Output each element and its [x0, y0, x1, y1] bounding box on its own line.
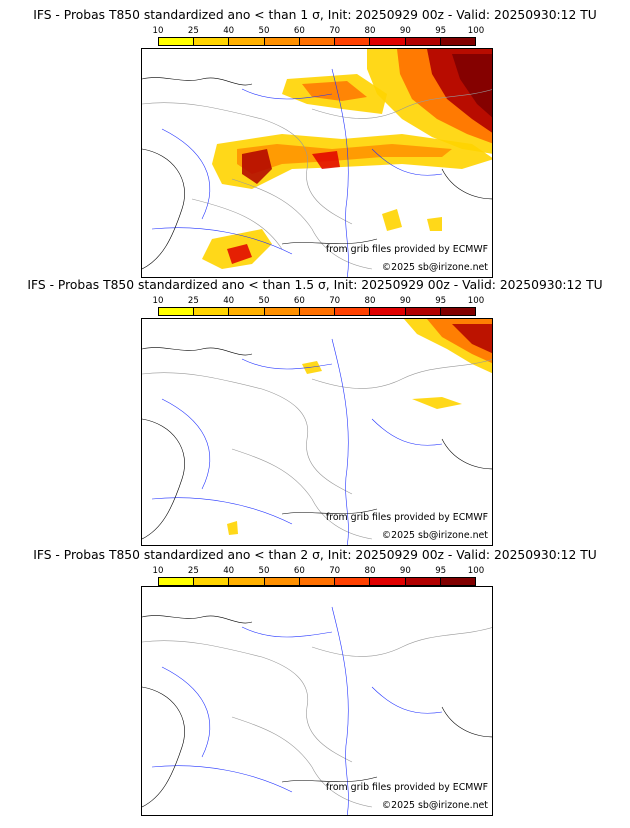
borders-and-rivers	[142, 338, 492, 545]
colorbar-segment	[263, 38, 299, 45]
colorbar-segment	[369, 578, 405, 585]
colorbar-tick-label: 80	[364, 566, 376, 576]
panel-3: IFS - Probas T850 standardized ano < tha…	[0, 548, 630, 818]
colorbar-tick-label: 25	[187, 566, 199, 576]
colorbar-tick-label: 70	[329, 26, 341, 36]
colorbar-segment	[439, 308, 475, 315]
colorbar-scale	[158, 307, 476, 316]
colorbar-segment	[334, 308, 370, 315]
colorbar-tick-label: 95	[435, 296, 447, 306]
colorbar-segment	[298, 38, 335, 45]
colorbar-segment	[369, 308, 405, 315]
map-canvas	[142, 606, 492, 815]
colorbar: 10 25 40 50 60 70 80 90 95 100	[153, 566, 485, 588]
data-source-credit: from grib files provided by ECMWF	[325, 244, 488, 255]
probability-field	[202, 49, 492, 269]
colorbar-tick-label: 80	[364, 26, 376, 36]
colorbar-tick-label: 70	[329, 296, 341, 306]
colorbar-tick-label: 25	[187, 296, 199, 306]
colorbar-tick-label: 10	[152, 26, 164, 36]
data-source-credit: from grib files provided by ECMWF	[325, 782, 488, 793]
colorbar-segment	[404, 308, 440, 315]
panel-title: IFS - Probas T850 standardized ano < tha…	[33, 8, 597, 22]
map-canvas	[142, 49, 492, 277]
colorbar-tick-label: 100	[467, 26, 485, 36]
colorbar-segment	[263, 308, 299, 315]
colorbar-scale	[158, 577, 476, 586]
data-source-credit: from grib files provided by ECMWF	[325, 512, 488, 523]
colorbar-tick-label: 95	[435, 566, 447, 576]
colorbar-tick-label: 100	[467, 296, 485, 306]
colorbar-tick-label: 40	[223, 566, 235, 576]
colorbar-segment	[334, 578, 370, 585]
colorbar-segment	[159, 578, 194, 585]
colorbar-segment	[263, 578, 299, 585]
probability-map: from grib files provided by ECMWF ©2025 …	[141, 48, 493, 278]
copyright-credit: ©2025 sb@irizone.net	[381, 262, 488, 273]
colorbar-segment	[228, 38, 264, 45]
colorbar-segment	[159, 308, 194, 315]
probability-field	[227, 319, 492, 535]
colorbar-segment	[404, 38, 440, 45]
copyright-credit: ©2025 sb@irizone.net	[381, 530, 488, 541]
colorbar-tick-label: 95	[435, 26, 447, 36]
borders-and-rivers	[142, 606, 492, 815]
probability-map: from grib files provided by ECMWF ©2025 …	[141, 586, 493, 816]
colorbar-segment	[334, 38, 370, 45]
colorbar-segment	[298, 578, 335, 585]
probability-map: from grib files provided by ECMWF ©2025 …	[141, 318, 493, 546]
colorbar-tick-label: 10	[152, 566, 164, 576]
colorbar-segment	[159, 38, 194, 45]
colorbar-scale	[158, 37, 476, 46]
colorbar-segment	[193, 38, 229, 45]
colorbar-tick-label: 40	[223, 26, 235, 36]
panel-title: IFS - Probas T850 standardized ano < tha…	[33, 548, 597, 562]
colorbar: 10 25 40 50 60 70 80 90 95 100	[153, 296, 485, 318]
colorbar-tick-label: 60	[293, 566, 305, 576]
colorbar-ticks: 10 25 40 50 60 70 80 90 95 100	[153, 26, 485, 36]
colorbar-segment	[404, 578, 440, 585]
colorbar-segment	[228, 308, 264, 315]
colorbar-tick-label: 100	[467, 566, 485, 576]
colorbar: 10 25 40 50 60 70 80 90 95 100	[153, 26, 485, 48]
colorbar-segment	[228, 578, 264, 585]
colorbar-tick-label: 80	[364, 296, 376, 306]
map-canvas	[142, 319, 492, 545]
colorbar-tick-label: 70	[329, 566, 341, 576]
colorbar-segment	[193, 308, 229, 315]
colorbar-tick-label: 90	[399, 26, 411, 36]
colorbar-tick-label: 10	[152, 296, 164, 306]
colorbar-tick-label: 40	[223, 296, 235, 306]
colorbar-segment	[369, 38, 405, 45]
colorbar-tick-label: 90	[399, 296, 411, 306]
colorbar-segment	[193, 578, 229, 585]
colorbar-segment	[298, 308, 335, 315]
colorbar-tick-label: 50	[258, 566, 270, 576]
colorbar-ticks: 10 25 40 50 60 70 80 90 95 100	[153, 296, 485, 306]
copyright-credit: ©2025 sb@irizone.net	[381, 800, 488, 811]
colorbar-tick-label: 50	[258, 296, 270, 306]
colorbar-segment	[439, 38, 475, 45]
colorbar-ticks: 10 25 40 50 60 70 80 90 95 100	[153, 566, 485, 576]
panel-2: IFS - Probas T850 standardized ano < tha…	[0, 278, 630, 546]
colorbar-tick-label: 60	[293, 296, 305, 306]
colorbar-tick-label: 25	[187, 26, 199, 36]
panel-title: IFS - Probas T850 standardized ano < tha…	[27, 278, 603, 292]
colorbar-tick-label: 60	[293, 26, 305, 36]
colorbar-tick-label: 50	[258, 26, 270, 36]
colorbar-tick-label: 90	[399, 566, 411, 576]
borders-and-rivers	[142, 68, 492, 277]
colorbar-segment	[439, 578, 475, 585]
panel-1: IFS - Probas T850 standardized ano < tha…	[0, 8, 630, 278]
